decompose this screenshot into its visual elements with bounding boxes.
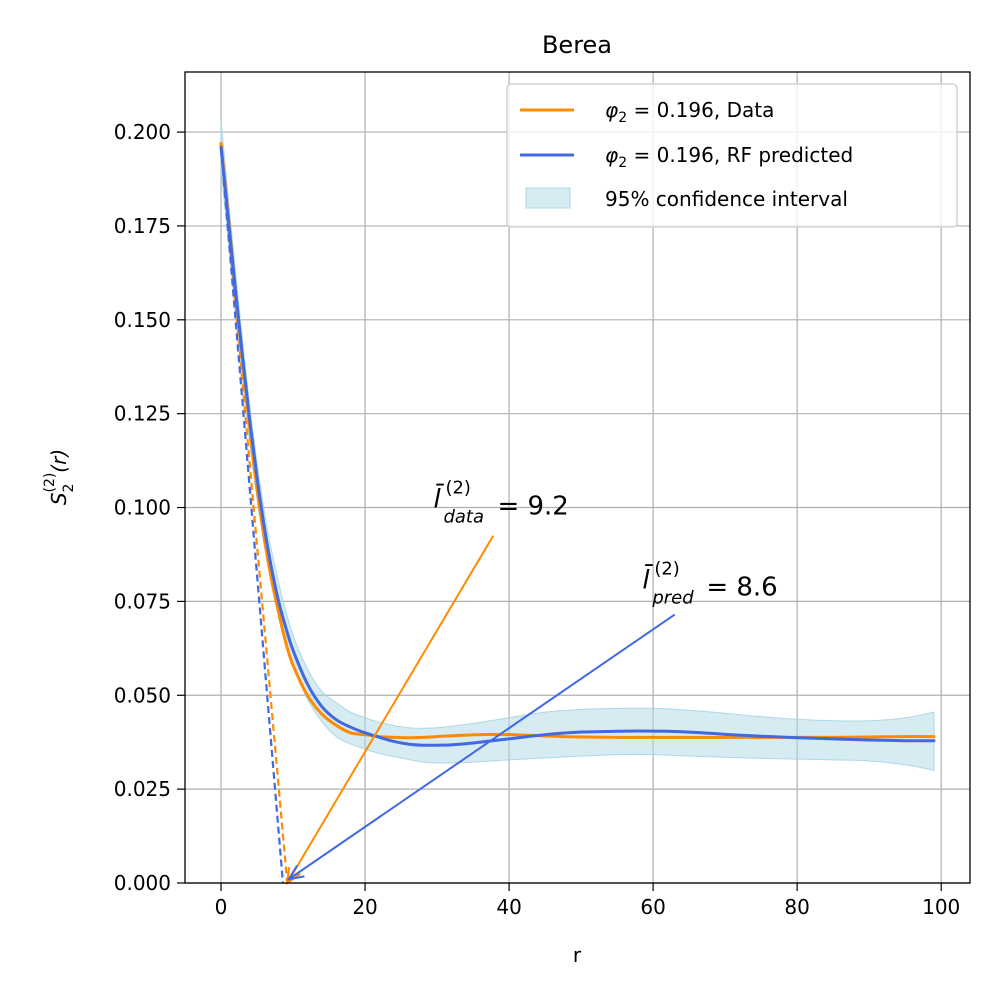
plot-frame xyxy=(184,71,971,884)
legend-label-pred: φ2 = 0.196, RF predicted xyxy=(605,143,853,171)
series-lines xyxy=(219,141,936,747)
annotation-arrow-pred xyxy=(288,613,676,881)
chart-title: Berea xyxy=(542,31,612,59)
y-tick-label: 0.100 xyxy=(114,496,171,520)
y-tick-label: 0.050 xyxy=(114,683,171,707)
annotation-superscript-pred: (2) xyxy=(654,558,680,579)
x-tick-label: 60 xyxy=(640,895,665,919)
y-tick-label: 0.175 xyxy=(114,214,171,238)
x-tick-label: 80 xyxy=(784,895,809,919)
y-axis-symbol: S xyxy=(47,492,71,505)
axis-ticks: 0 20 40 60 80 100 0.000 0.025 0.050 0.075 0.100 0.1… xyxy=(114,120,961,919)
y-tick-label: 0.150 xyxy=(114,308,171,332)
legend-box xyxy=(506,83,958,228)
legend: φ2 = 0.196, Data φ2 = 0.196, RF predicte… xyxy=(506,83,958,228)
y-axis-superscript: (2) xyxy=(42,473,58,493)
annotation-value-pred: = 8.6 xyxy=(706,572,777,602)
series-line-data xyxy=(219,141,936,740)
tangent-line-pred xyxy=(219,147,285,883)
legend-label-band: 95% confidence interval xyxy=(605,187,848,211)
annotation-value-data: = 9.2 xyxy=(497,492,568,522)
y-axis-subscript: 2 xyxy=(61,484,77,493)
series-line-pred xyxy=(219,145,936,747)
y-tick-label: 0.200 xyxy=(114,120,171,144)
annotation-subscript-pred: pred xyxy=(651,587,694,608)
x-tick-label: 0 xyxy=(215,895,228,919)
y-axis-argument: (r) xyxy=(47,449,71,473)
legend-swatch-band xyxy=(525,187,571,209)
annotation-symbol-pred: l̄ xyxy=(642,564,654,596)
y-tick-label: 0.000 xyxy=(114,871,171,895)
y-axis-title: S2(2)(r) xyxy=(42,449,77,505)
x-tick-label: 100 xyxy=(922,895,960,919)
annotation-arrow-data xyxy=(286,535,495,884)
y-tick-label: 0.125 xyxy=(114,402,171,426)
legend-label-data: φ2 = 0.196, Data xyxy=(605,98,774,126)
annotation-arrowhead-pred xyxy=(286,865,305,881)
annotation-arrows xyxy=(286,535,676,886)
annotation-subscript-data: data xyxy=(443,507,484,528)
y-tick-label: 0.025 xyxy=(114,777,171,801)
x-tick-label: 40 xyxy=(496,895,521,919)
x-tick-label: 20 xyxy=(352,895,377,919)
x-axis-title: r xyxy=(573,943,582,967)
y-tick-label: 0.075 xyxy=(114,589,171,613)
annotation-superscript-data: (2) xyxy=(445,478,471,499)
annotation-symbol-data: l̄ xyxy=(433,483,445,515)
annotation-labels: l̄ (2)data = 9.2l̄ (2)pred = 8.6 xyxy=(433,478,777,609)
